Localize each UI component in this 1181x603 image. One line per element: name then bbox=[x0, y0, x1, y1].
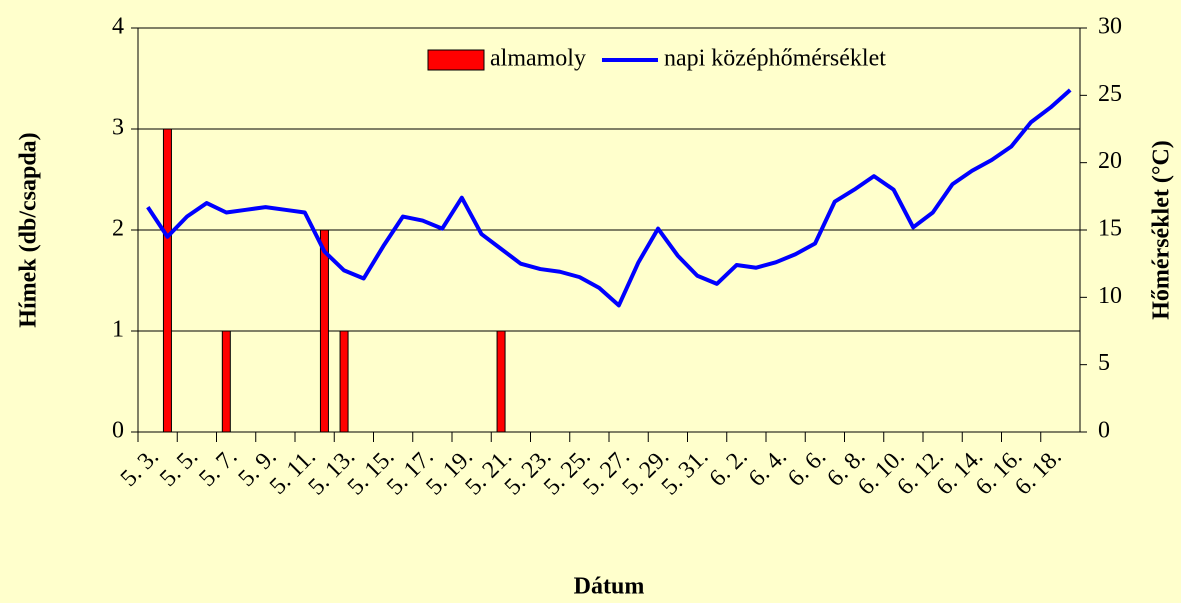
y2-axis-label: Hőmérséklet (°C) bbox=[1149, 140, 1175, 320]
bar bbox=[339, 330, 349, 433]
y2-tick-label: 25 bbox=[1098, 81, 1122, 107]
y2-tick-label: 5 bbox=[1098, 350, 1110, 376]
legend-label: almamoly bbox=[490, 46, 586, 72]
y2-tick-label: 0 bbox=[1098, 418, 1110, 444]
x-tick-label: 5. 3. bbox=[116, 444, 164, 492]
legend-swatch bbox=[427, 49, 485, 71]
x-tick-label: 6. 2. bbox=[705, 444, 753, 492]
x-tick-label: 6. 4. bbox=[744, 444, 792, 492]
x-tick-label: 6. 18. bbox=[1010, 444, 1067, 501]
x-tick-label: 5. 5. bbox=[155, 444, 203, 492]
bar bbox=[496, 330, 506, 433]
y-tick-label: 3 bbox=[112, 115, 124, 141]
y2-tick-label: 10 bbox=[1098, 283, 1122, 309]
y-axis-label: Hímek (db/csapda) bbox=[16, 132, 42, 327]
y2-tick-label: 15 bbox=[1098, 216, 1122, 242]
y2-tick-label: 30 bbox=[1098, 14, 1122, 40]
x-tick-label: 6. 6. bbox=[783, 444, 831, 492]
y-tick-label: 4 bbox=[112, 14, 124, 40]
bar bbox=[221, 330, 231, 433]
x-axis-label: Dátum bbox=[574, 574, 645, 600]
y-tick-label: 1 bbox=[112, 317, 124, 343]
y-tick-label: 2 bbox=[112, 216, 124, 242]
y2-tick-label: 20 bbox=[1098, 148, 1122, 174]
line bbox=[146, 88, 1072, 308]
bar bbox=[319, 229, 329, 433]
y-tick-label: 0 bbox=[112, 418, 124, 444]
bar bbox=[162, 128, 172, 433]
legend-label: napi középhőmérséklet bbox=[664, 46, 886, 72]
x-tick-label: 5. 7. bbox=[194, 444, 242, 492]
